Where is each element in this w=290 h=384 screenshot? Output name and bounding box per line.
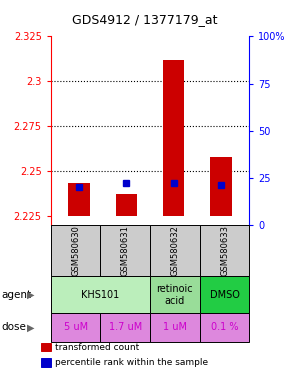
Bar <box>210 157 232 216</box>
Text: ▶: ▶ <box>27 290 34 300</box>
Text: GDS4912 / 1377179_at: GDS4912 / 1377179_at <box>72 13 218 26</box>
Text: retinoic
acid: retinoic acid <box>157 284 193 306</box>
Text: agent: agent <box>1 290 32 300</box>
Bar <box>116 194 137 216</box>
Text: GSM580631: GSM580631 <box>121 225 130 276</box>
Text: ▶: ▶ <box>27 322 34 333</box>
Bar <box>163 60 184 216</box>
Text: 1 uM: 1 uM <box>163 322 187 333</box>
Text: 1.7 uM: 1.7 uM <box>109 322 142 333</box>
Text: DMSO: DMSO <box>210 290 240 300</box>
Text: 5 uM: 5 uM <box>64 322 88 333</box>
Text: percentile rank within the sample: percentile rank within the sample <box>55 358 208 367</box>
Bar <box>68 184 90 216</box>
Text: KHS101: KHS101 <box>81 290 119 300</box>
Text: GSM580633: GSM580633 <box>220 225 229 276</box>
Text: 0.1 %: 0.1 % <box>211 322 238 333</box>
Text: dose: dose <box>1 322 26 333</box>
Text: GSM580630: GSM580630 <box>71 225 80 276</box>
Text: transformed count: transformed count <box>55 343 139 352</box>
Text: GSM580632: GSM580632 <box>171 225 180 276</box>
